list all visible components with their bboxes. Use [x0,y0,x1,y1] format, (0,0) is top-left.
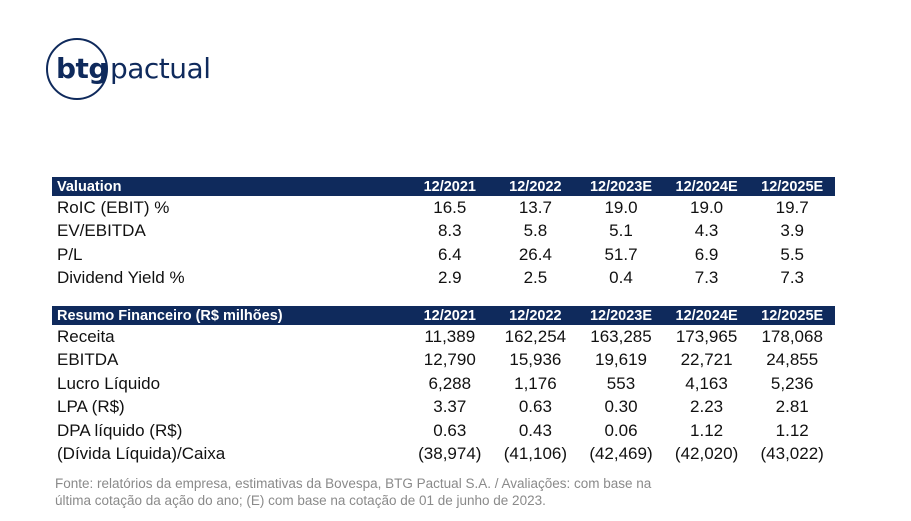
cell-value: 11,389 [424,326,476,346]
logo-circle-icon [46,38,108,100]
table-row: Lucro Líquido 6,288 1,176 553 4,163 5,23… [52,372,835,396]
valuation-col-2025e: 12/2025E [749,177,835,196]
valuation-header-row: Valuation 12/2021 12/2022 12/2023E 12/20… [52,177,835,196]
cell-value: (42,020) [674,444,739,464]
valuation-col-2021: 12/2021 [407,177,493,196]
cell-value: (41,106) [503,444,568,464]
cell-value: 15,936 [509,350,562,370]
cell-value: 0.30 [604,397,638,417]
cell-value: 6,288 [428,373,472,393]
valuation-table: Valuation 12/2021 12/2022 12/2023E 12/20… [52,177,835,290]
financial-col-2022: 12/2022 [492,306,579,325]
cell-value: 0.43 [518,420,552,440]
cell-value: 26.4 [518,244,552,264]
table-row: Dividend Yield % 2.9 2.5 0.4 7.3 7.3 [52,267,835,291]
cell-value: 22,721 [680,350,733,370]
table-row: Receita 11,389 162,254 163,285 173,965 1… [52,325,835,349]
source-note-line-1: Fonte: relatórios da empresa, estimativa… [55,476,652,491]
cell-value: 19.0 [604,197,638,217]
cell-value: 19.7 [775,197,809,217]
source-note: Fonte: relatórios da empresa, estimativa… [55,475,815,509]
financial-title: Resumo Financeiro (R$ milhões) [52,306,407,325]
cell-value: 16.5 [433,197,467,217]
logo-text-bold: btg [56,51,108,85]
table-row: DPA líquido (R$) 0.63 0.43 0.06 1.12 1.1… [52,419,835,443]
table-row: (Dívida Líquida)/Caixa (38,974) (41,106)… [52,443,835,467]
cell-value: 7.3 [780,268,804,288]
financial-col-2021: 12/2021 [407,306,493,325]
financial-header-row: Resumo Financeiro (R$ milhões) 12/2021 1… [52,306,835,325]
row-label: RoIC (EBIT) % [57,197,170,217]
cell-value: 2.81 [775,397,809,417]
table-row: EV/EBITDA 8.3 5.8 5.1 4.3 3.9 [52,220,835,244]
cell-value: 19.0 [690,197,724,217]
valuation-col-2022: 12/2022 [492,177,579,196]
row-label: DPA líquido (R$) [57,420,183,440]
btg-pactual-logo: btg pactual [46,38,211,100]
row-label: Lucro Líquido [57,373,161,393]
cell-value: 12,790 [423,350,476,370]
table-row: P/L 6.4 26.4 51.7 6.9 5.5 [52,243,835,267]
valuation-col-2024e: 12/2024E [663,177,750,196]
cell-value: (38,974) [418,444,482,464]
cell-value: 7.3 [694,268,719,288]
cell-value: 178,068 [761,326,823,346]
cell-value: 5.8 [523,221,548,241]
row-label: Receita [57,326,115,346]
table-row: LPA (R$) 3.37 0.63 0.30 2.23 2.81 [52,396,835,420]
cell-value: 1.12 [690,420,724,440]
row-label: P/L [57,244,83,264]
cell-value: 1,176 [514,373,557,393]
cell-value: 5.5 [780,244,804,264]
cell-value: 6.4 [437,244,462,264]
cell-value: 0.4 [609,268,633,288]
financial-summary-table: Resumo Financeiro (R$ milhões) 12/2021 1… [52,306,835,466]
cell-value: 2.9 [437,268,462,288]
cell-value: 6.9 [694,244,719,264]
financial-col-2025e: 12/2025E [749,306,835,325]
cell-value: 13.7 [518,197,552,217]
cell-value: 19,619 [594,350,647,370]
row-label: (Dívida Líquida)/Caixa [57,444,226,464]
cell-value: 4,163 [685,373,728,393]
cell-value: 4.3 [694,221,719,241]
source-note-line-2: última cotação da ação do ano; (E) com b… [55,493,546,508]
cell-value: 5,236 [770,373,814,393]
cell-value: (43,022) [760,444,824,464]
cell-value: 51.7 [604,244,638,264]
cell-value: 24,855 [766,350,819,370]
financial-col-2023e: 12/2023E [578,306,664,325]
cell-value: (42,469) [589,444,653,464]
cell-value: 163,285 [590,326,652,346]
row-label: Dividend Yield % [57,268,185,288]
cell-value: 2.5 [523,268,548,288]
cell-value: 553 [606,373,636,393]
row-label: LPA (R$) [57,397,125,417]
cell-value: 0.63 [433,420,467,440]
cell-value: 162,254 [504,326,567,346]
logo-wordmark: btg pactual [56,51,211,85]
cell-value: 173,965 [675,326,738,346]
valuation-col-2023e: 12/2023E [578,177,664,196]
logo-text-light: pactual [109,51,211,85]
cell-value: 3.37 [433,397,467,417]
table-row: EBITDA 12,790 15,936 19,619 22,721 24,85… [52,349,835,373]
cell-value: 2.23 [690,397,724,417]
cell-value: 8.3 [437,221,462,241]
cell-value: 5.1 [609,221,633,241]
row-label: EV/EBITDA [57,221,146,241]
table-row: RoIC (EBIT) % 16.5 13.7 19.0 19.0 19.7 [52,196,835,220]
row-label: EBITDA [57,350,119,370]
cell-value: 0.06 [604,420,638,440]
valuation-title: Valuation [52,177,407,196]
cell-value: 0.63 [518,397,552,417]
cell-value: 3.9 [780,221,804,241]
cell-value: 1.12 [775,420,809,440]
financial-col-2024e: 12/2024E [663,306,750,325]
